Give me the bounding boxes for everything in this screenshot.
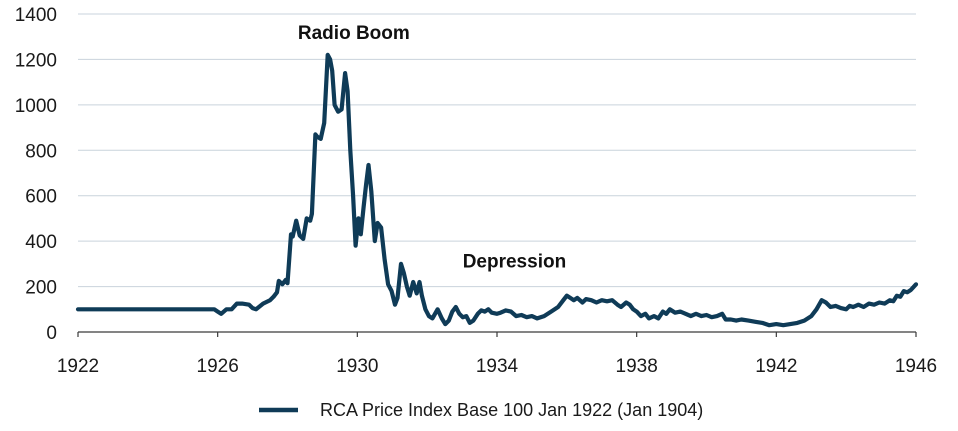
x-tick-label: 1926 — [197, 356, 239, 377]
y-axis-ticks: 0 200 400 600 800 1000 1200 1400 — [15, 5, 57, 344]
y-tick-label: 1200 — [15, 50, 57, 71]
y-tick-label: 0 — [46, 323, 57, 344]
annotation-depression: Depression — [463, 251, 566, 272]
series-line-rca-price-index — [75, 52, 919, 328]
annotation-radio-boom: Radio Boom — [298, 23, 410, 44]
y-tick-label: 1000 — [15, 96, 57, 117]
x-axis-ticks: 1922 1926 1930 1934 1938 1942 1946 — [57, 332, 937, 377]
annotations: Radio Boom Depression — [298, 23, 566, 272]
legend: RCA Price Index Base 100 Jan 1922 (Jan 1… — [259, 400, 703, 420]
legend-label: RCA Price Index Base 100 Jan 1922 (Jan 1… — [320, 400, 703, 420]
x-tick-label: 1946 — [895, 356, 937, 377]
y-tick-label: 1400 — [15, 5, 57, 26]
x-tick-label: 1922 — [57, 356, 99, 377]
gridlines — [78, 13, 916, 288]
y-tick-label: 400 — [25, 232, 57, 253]
x-tick-label: 1930 — [336, 356, 378, 377]
x-tick-label: 1942 — [755, 356, 797, 377]
y-tick-label: 600 — [25, 187, 57, 208]
x-tick-label: 1934 — [476, 356, 519, 377]
y-tick-label: 800 — [25, 141, 57, 162]
y-tick-label: 200 — [25, 278, 57, 299]
x-tick-label: 1938 — [616, 356, 658, 377]
